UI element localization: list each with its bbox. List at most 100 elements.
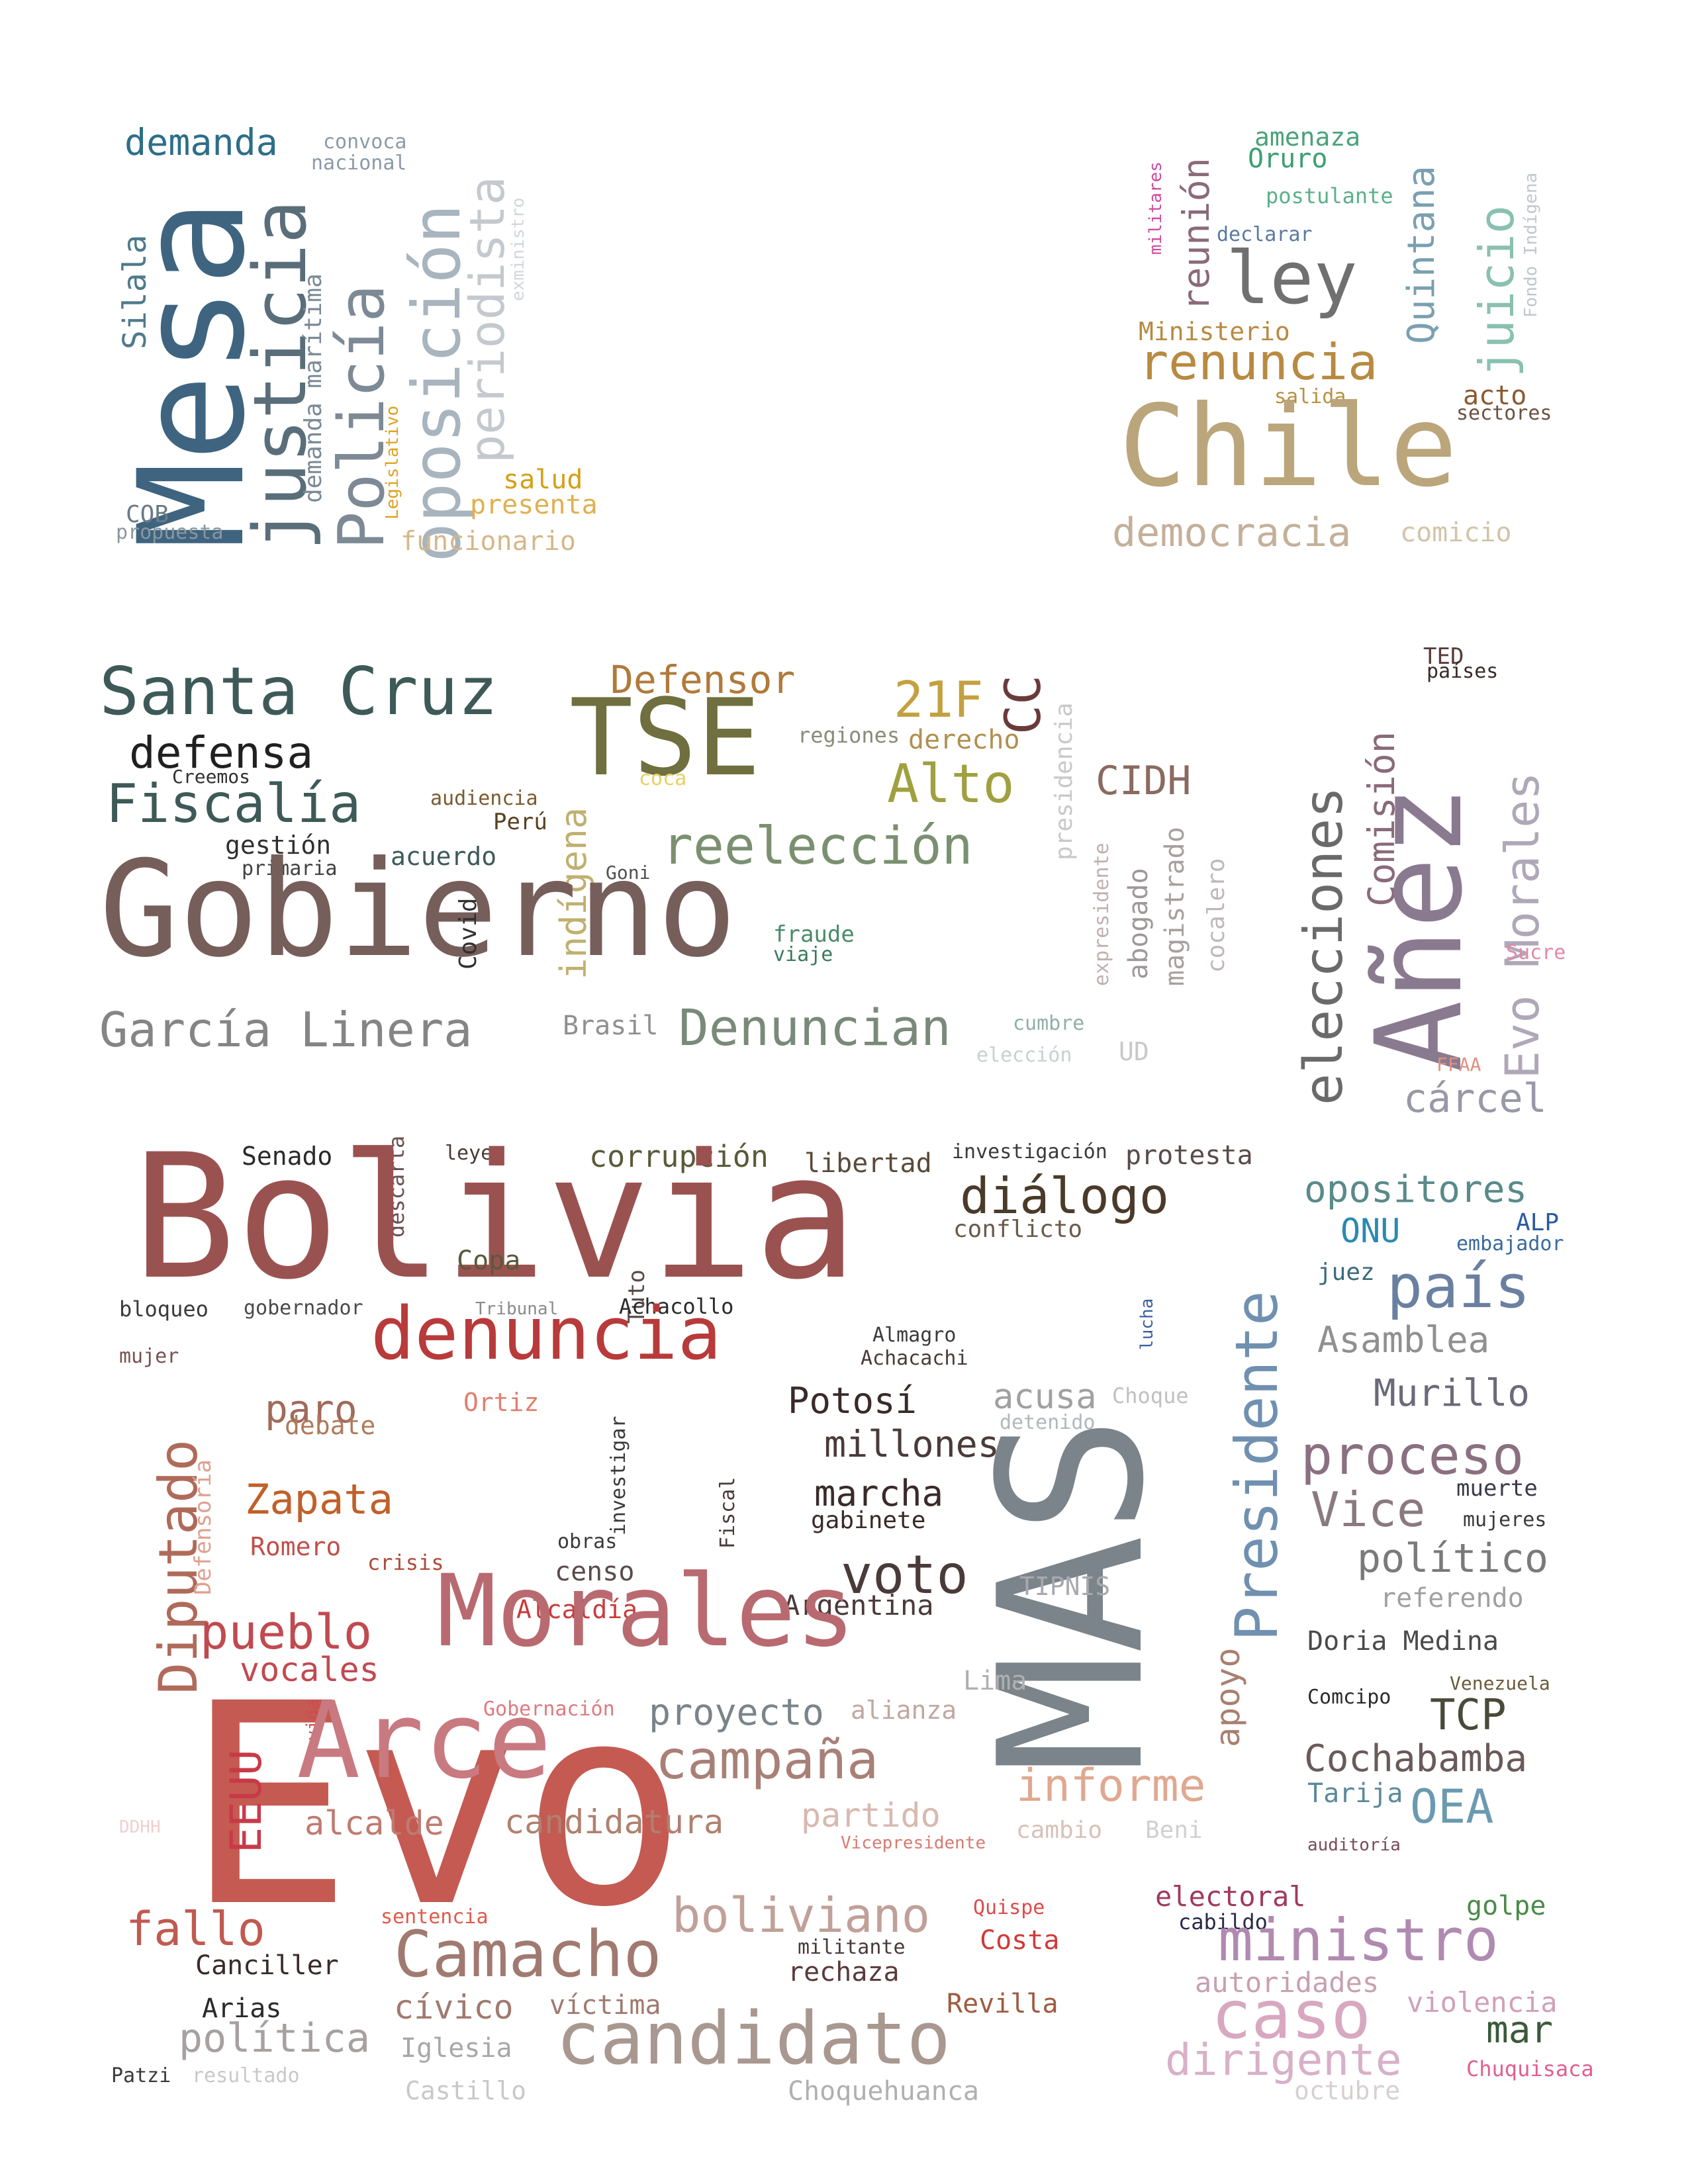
- word-costa: Costa: [980, 1925, 1060, 1956]
- word-mujer: mujer: [119, 1345, 179, 1368]
- word-primaria: primaria: [242, 857, 338, 880]
- word-tse: TSE: [569, 676, 761, 799]
- word-millones: millones: [824, 1423, 1000, 1465]
- word-denuncia: denuncia: [371, 1291, 722, 1376]
- word-leyes: leyes: [445, 1142, 505, 1165]
- word-sucre: Sucre: [1506, 941, 1566, 964]
- word-castillo: Castillo: [405, 2076, 527, 2105]
- word-fraude: fraude: [773, 921, 855, 948]
- word-evo: Evo: [185, 1645, 688, 1968]
- word-senado: Senado: [242, 1142, 333, 1171]
- word-audiencia: audiencia: [430, 787, 538, 810]
- word-corrupcion: corrupción: [589, 1139, 769, 1174]
- word-declarar: declarar: [1217, 223, 1313, 246]
- word-zapata: Zapata: [245, 1475, 393, 1524]
- word-garcia-linera: García Linera: [99, 1002, 473, 1058]
- word-violencia: violencia: [1407, 1986, 1558, 2019]
- word-campana: campaña: [655, 1729, 879, 1791]
- word-conflicto: conflicto: [953, 1216, 1083, 1243]
- word-revilla: Revilla: [947, 1989, 1058, 2019]
- word-acto: acto: [1463, 381, 1527, 411]
- word-opositores: opositores: [1304, 1168, 1528, 1211]
- word-alcaldia: Alcaldía: [516, 1595, 638, 1624]
- word-asamblea: Asamblea: [1317, 1319, 1490, 1361]
- word-salida: salida: [1274, 385, 1346, 408]
- word-ddhh: DDHH: [119, 1817, 161, 1837]
- word-postulante: postulante: [1266, 183, 1393, 208]
- word-candidatura: candidatura: [504, 1803, 724, 1841]
- word-acuerdo: acuerdo: [391, 842, 497, 871]
- word-acusa: acusa: [993, 1377, 1097, 1417]
- word-regiones: regiones: [798, 723, 900, 748]
- word-cabildo: cabildo: [1178, 1909, 1268, 1934]
- word-beni: Beni: [1145, 1817, 1203, 1844]
- word-sectores: sectores: [1456, 402, 1552, 425]
- word-ortiz: Ortiz: [463, 1388, 539, 1417]
- word-arias: Arias: [202, 1993, 282, 2024]
- word-dirigente: dirigente: [1165, 2034, 1402, 2085]
- word-cochabamba: Cochabamba: [1304, 1737, 1528, 1780]
- word-denuncian: Denuncian: [679, 998, 951, 1057]
- word-argentina: Argentina: [783, 1589, 934, 1621]
- word-ministerio: Ministerio: [1139, 317, 1290, 346]
- word-achacollo: Achacollo: [619, 1294, 734, 1319]
- word-iglesia: Iglesia: [400, 2033, 512, 2064]
- word-ud: UD: [1119, 1037, 1149, 1066]
- word-onu: ONU: [1340, 1212, 1401, 1250]
- word-investigacion: investigación: [952, 1140, 1107, 1163]
- word-informe: informe: [1016, 1760, 1206, 1812]
- word-chuquisaca: Chuquisaca: [1466, 2056, 1594, 2081]
- word-resultado: resultado: [192, 2064, 300, 2087]
- word-morales: Morales: [437, 1554, 856, 1669]
- word-vocales: vocales: [240, 1651, 379, 1689]
- word-muerte: muerte: [1456, 1475, 1538, 1502]
- word-caso: caso: [1211, 1976, 1371, 2054]
- word-detenido: detenido: [1000, 1411, 1096, 1434]
- word-coca: coca: [639, 767, 687, 790]
- word-mujeres: mujeres: [1463, 1508, 1547, 1531]
- word-21f: 21F: [894, 670, 984, 729]
- word-carcel: cárcel: [1403, 1075, 1547, 1122]
- word-victima: víctima: [549, 1990, 661, 2021]
- word-murillo: Murillo: [1374, 1372, 1530, 1415]
- word-demanda: demanda: [124, 121, 278, 163]
- word-paro: paro: [265, 1387, 357, 1432]
- word-censo: censo: [555, 1557, 635, 1587]
- word-alcalde: alcalde: [305, 1804, 444, 1843]
- word-militante: militante: [798, 1936, 906, 1959]
- word-bloqueo: bloqueo: [119, 1297, 209, 1322]
- word-quispe: Quispe: [973, 1896, 1045, 1919]
- word-funcionario: funcionario: [400, 526, 576, 557]
- word-ley: ley: [1226, 236, 1358, 320]
- word-oruro: Oruro: [1248, 144, 1328, 174]
- word-auditoria: auditoría: [1307, 1835, 1401, 1855]
- word-patzi: Patzi: [111, 2064, 171, 2087]
- word-tarija: Tarija: [1307, 1778, 1403, 1809]
- word-lima: Lima: [963, 1666, 1027, 1696]
- word-almagro: Almagro: [872, 1324, 957, 1347]
- word-gobernador: gobernador: [244, 1297, 363, 1320]
- word-proyecto: proyecto: [649, 1691, 824, 1733]
- word-salud: salud: [503, 465, 583, 495]
- word-choque: Choque: [1112, 1383, 1189, 1408]
- word-autoridades: autoridades: [1195, 1966, 1380, 1999]
- word-crisis: crisis: [367, 1550, 444, 1575]
- word-venezuela: Venezuela: [1450, 1672, 1550, 1694]
- word-cambio: cambio: [1016, 1817, 1103, 1844]
- word-sentencia: sentencia: [381, 1905, 489, 1929]
- word-arce: Arce: [297, 1678, 552, 1802]
- word-ministro: ministro: [1218, 1906, 1499, 1974]
- word-alp: ALP: [1516, 1209, 1560, 1236]
- word-mar: mar: [1486, 2009, 1554, 2052]
- word-proceso: proceso: [1301, 1425, 1524, 1486]
- word-gobernacion: Gobernación: [483, 1698, 615, 1721]
- word-brasil: Brasil: [563, 1011, 659, 1041]
- word-doria-medina: Doria Medina: [1307, 1626, 1499, 1657]
- word-paises: países: [1427, 660, 1499, 683]
- word-comcipo: Comcipo: [1307, 1686, 1391, 1709]
- word-copa: Copa: [457, 1246, 521, 1276]
